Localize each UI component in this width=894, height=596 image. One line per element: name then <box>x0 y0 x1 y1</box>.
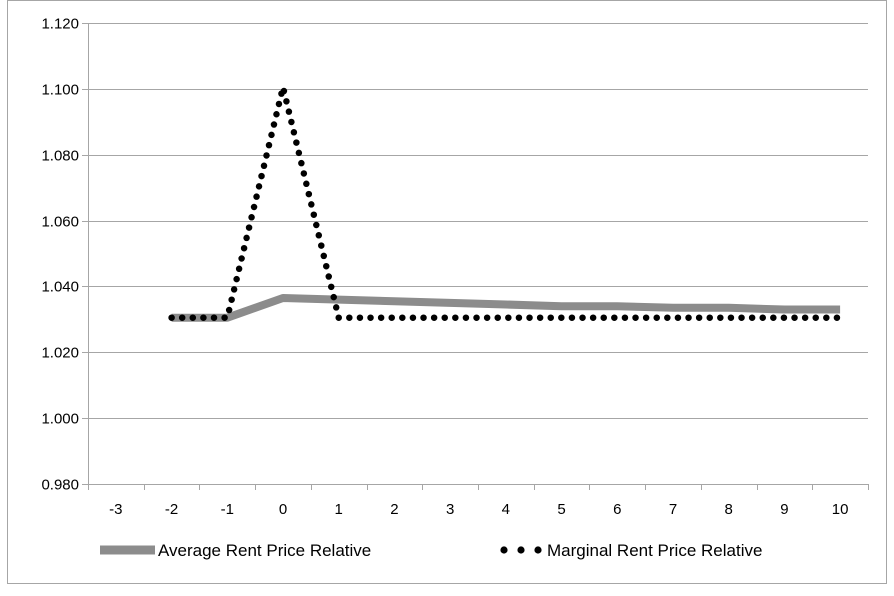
legend-swatch-marginal <box>500 546 542 554</box>
legend-label-marginal: Marginal Rent Price Relative <box>547 541 762 560</box>
x-tick-label: 2 <box>390 501 398 518</box>
x-tick-label: -1 <box>221 501 234 518</box>
chart-frame <box>7 0 887 584</box>
x-tick-label: 5 <box>557 501 565 518</box>
y-tick-label: 1.060 <box>41 214 79 231</box>
x-tick-label: 10 <box>832 501 849 518</box>
x-tick-label: 1 <box>335 501 343 518</box>
series-line-average <box>171 294 841 322</box>
y-tick-label: 1.120 <box>41 16 79 33</box>
y-tick-label: 1.100 <box>41 82 79 99</box>
series-line-marginal <box>168 86 844 321</box>
x-tick-label: 3 <box>446 501 454 518</box>
y-tick-label: 1.040 <box>41 279 79 296</box>
x-tick-label: 7 <box>669 501 677 518</box>
x-tick-label: 4 <box>502 501 510 518</box>
plot-series <box>168 86 844 322</box>
x-tick-label: 9 <box>780 501 788 518</box>
gridlines <box>88 23 868 419</box>
x-tick-label: 6 <box>613 501 621 518</box>
x-tick-label: 0 <box>279 501 287 518</box>
x-tick-label: -3 <box>109 501 122 518</box>
axes: 0.980 1.000 1.020 1.040 1.060 1.080 1.100 1.120… <box>41 16 869 518</box>
x-tick-label: -2 <box>165 501 178 518</box>
y-tick-label: 0.980 <box>41 477 79 494</box>
legend-label-average: Average Rent Price Relative <box>158 541 371 560</box>
y-tick-label: 1.080 <box>41 148 79 165</box>
x-tick-label: 8 <box>725 501 733 518</box>
y-tick-label: 1.020 <box>41 345 79 362</box>
legend: Average Rent Price Relative Marginal Ren… <box>100 541 762 560</box>
y-tick-label: 1.000 <box>41 411 79 428</box>
